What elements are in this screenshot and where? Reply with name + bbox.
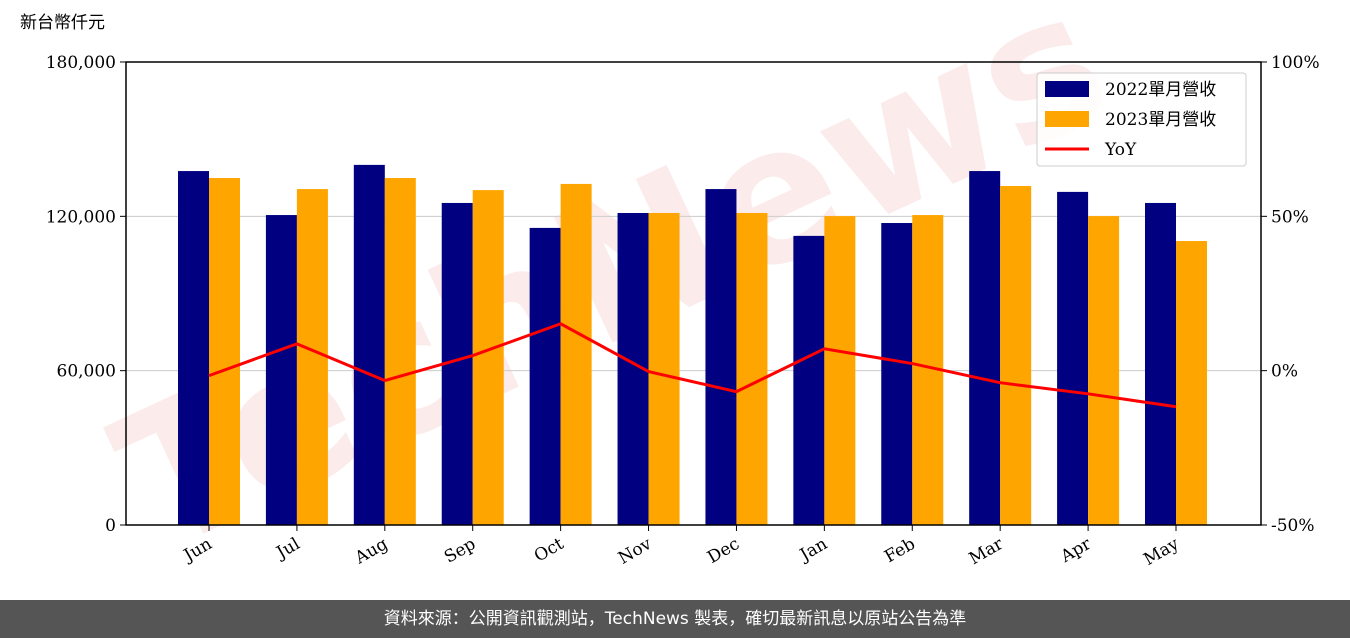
plot-frame: [125, 61, 1262, 526]
bar: [560, 183, 592, 525]
x-tick-label: Oct: [531, 534, 567, 567]
bar: [824, 216, 856, 525]
bar: [178, 171, 209, 525]
x-tick-label: Apr: [1057, 534, 1096, 568]
x-tick-label: Aug: [351, 534, 392, 569]
bar: [1000, 185, 1032, 525]
bar: [265, 215, 297, 525]
y-tick-label: 0: [105, 516, 116, 536]
bar: [1145, 202, 1176, 526]
bar: [1088, 216, 1120, 525]
bar: [793, 235, 825, 526]
y2-tick-label: 50%: [1271, 207, 1309, 227]
x-tick-label: Jan: [795, 534, 831, 566]
bar: [296, 189, 328, 525]
y-tick-label: 180,000: [46, 53, 116, 73]
legend: 2022單月營收 2023單月營收 YoY: [1036, 72, 1247, 167]
bar: [969, 171, 1001, 525]
y2-tick-label: 0%: [1271, 362, 1298, 382]
legend-swatch: [1045, 81, 1089, 97]
x-tick-label: Feb: [881, 534, 919, 567]
y2-tick-label: -50%: [1271, 516, 1315, 536]
bar: [353, 164, 385, 525]
footer: 資料來源：公開資訊觀測站，TechNews 製表，確切最新訊息以原站公告為準: [0, 600, 1350, 638]
legend-label: YoY: [1104, 140, 1137, 160]
y-tick-label: 120,000: [46, 207, 116, 227]
bar: [384, 178, 416, 526]
chart: 新台幣仟元 TechNews 060,000120,000180,000-50%…: [20, 0, 1320, 594]
bar: [881, 223, 913, 525]
x-tick-label: May: [1140, 534, 1183, 570]
bar: [209, 178, 240, 526]
x-tick-label: Sep: [441, 534, 479, 568]
bar: [648, 212, 680, 525]
legend-swatch: [1045, 111, 1089, 127]
bar: [529, 227, 561, 526]
legend-label: 2023單月營收: [1105, 110, 1216, 130]
bar: [1176, 241, 1207, 525]
bar: [736, 212, 768, 525]
y-tick-label: 60,000: [57, 362, 116, 382]
bar: [705, 189, 737, 525]
x-tick-label: Dec: [704, 534, 743, 568]
x-tick-label: Nov: [615, 534, 655, 569]
x-tick-label: Mar: [966, 534, 1008, 570]
legend-label: 2022單月營收: [1105, 80, 1216, 100]
bar: [472, 190, 504, 525]
yoy-line: [208, 322, 1177, 409]
legend-box: [1036, 72, 1247, 167]
unit-label: 新台幣仟元: [20, 13, 105, 33]
y2-tick-label: 100%: [1271, 53, 1320, 73]
bar: [1057, 191, 1089, 525]
